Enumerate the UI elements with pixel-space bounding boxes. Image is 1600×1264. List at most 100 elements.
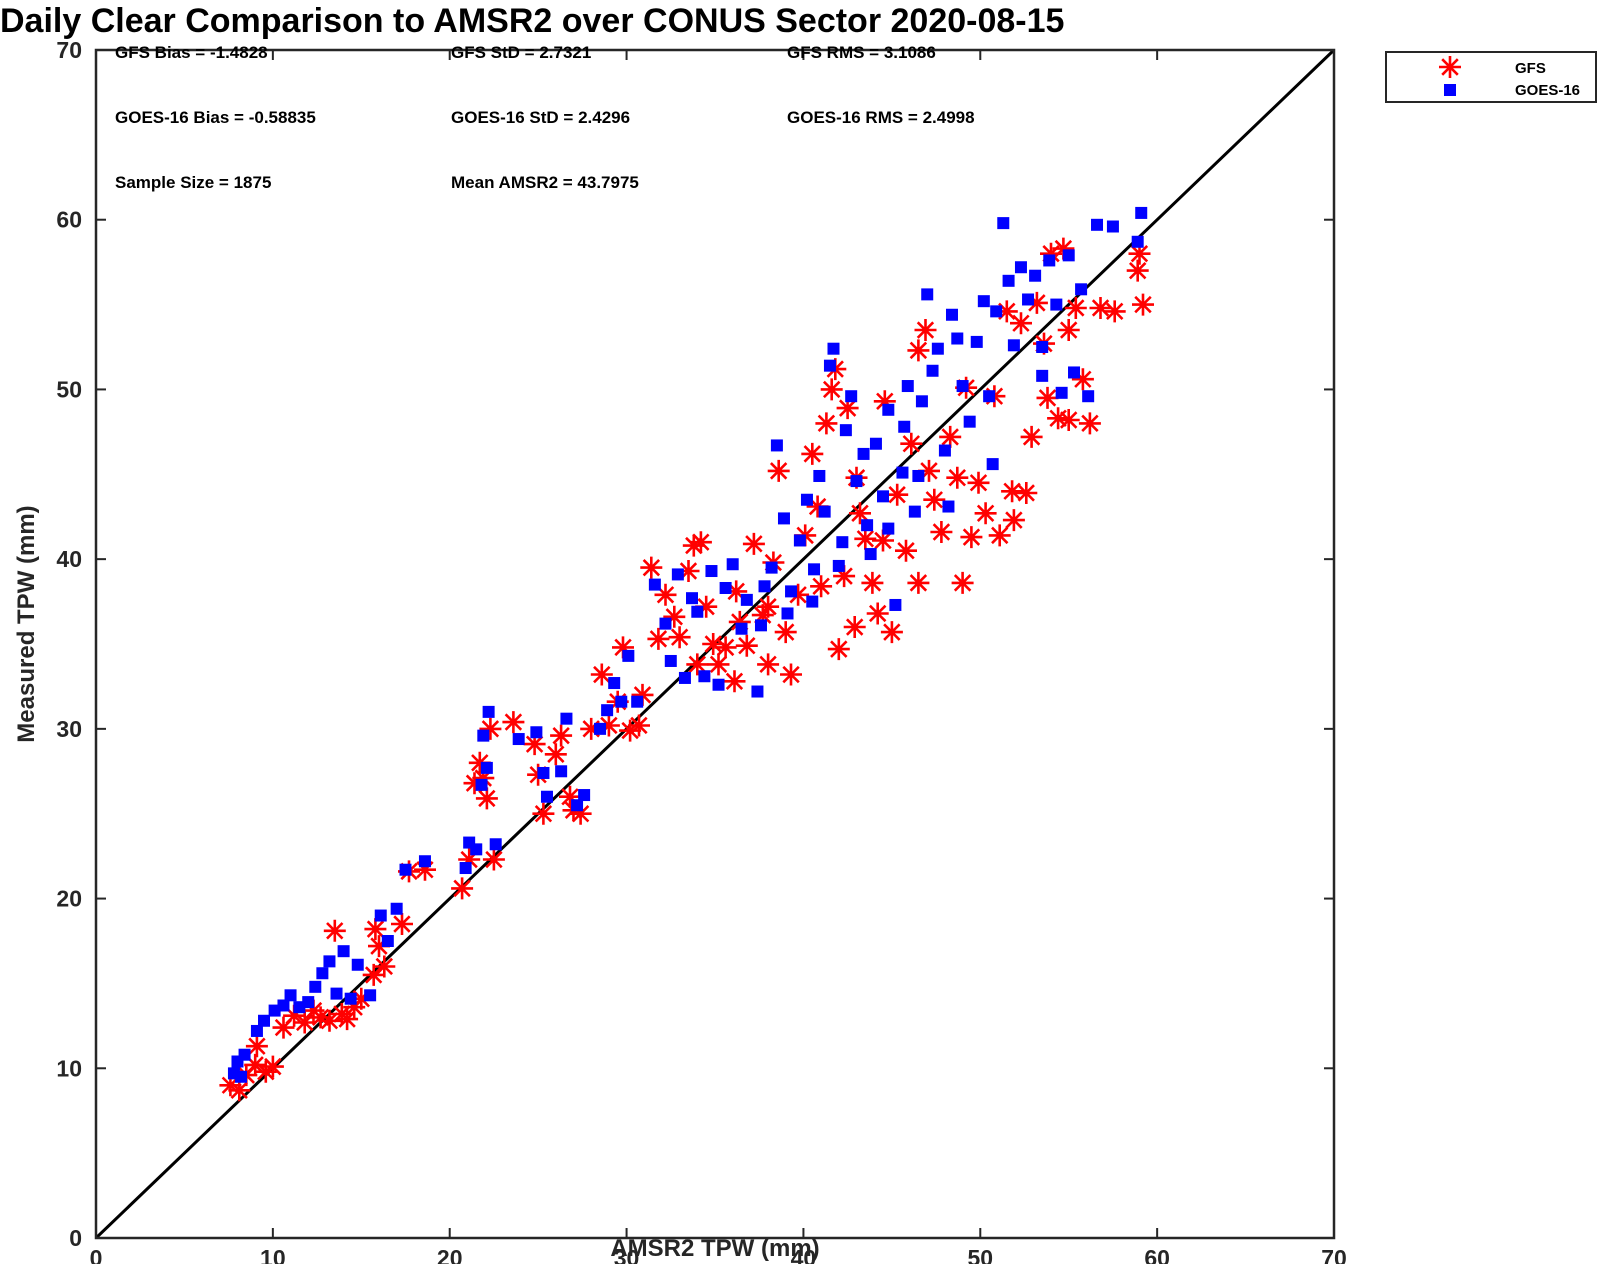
goes16-point (951, 332, 964, 345)
gfs-point (1025, 291, 1048, 314)
gfs-point (974, 502, 997, 525)
legend-goes16-marker (1444, 84, 1456, 96)
gfs-point (806, 495, 829, 518)
goes16-point (1036, 341, 1049, 353)
goes16-point (869, 437, 882, 450)
gfs-point (1057, 319, 1080, 341)
gfs-point (472, 767, 495, 790)
x-tick-label: 40 (791, 1245, 817, 1264)
goes16-point (921, 288, 934, 301)
gfs-point (1071, 368, 1094, 391)
y-tick-label: 20 (56, 886, 82, 912)
gfs-point (1052, 237, 1075, 260)
goes16-point (963, 415, 976, 428)
goes16-point (770, 439, 783, 452)
gfs-point (569, 802, 592, 825)
gfs-point (702, 633, 725, 655)
gfs-point (1128, 242, 1151, 265)
gfs-point (628, 714, 650, 737)
gfs-point (880, 621, 903, 644)
stats-annotations: GFS Bias = -1.4828 GFS StD = 2.7321 GFS RM… (115, 43, 975, 192)
gfs-point (900, 432, 923, 455)
gfs-point (1047, 407, 1070, 430)
gfs-point (833, 565, 856, 588)
gfs-point (1103, 300, 1126, 323)
goes16-point (896, 466, 909, 479)
goes16-point (1050, 298, 1063, 311)
goes16-point (931, 342, 944, 355)
gfs-point (801, 442, 824, 465)
goes16-point (977, 295, 990, 308)
goes16-point (1014, 261, 1027, 274)
gfs-point (364, 918, 387, 941)
gfs-point (228, 1079, 251, 1102)
gfs-point (695, 595, 718, 618)
gfs-point (261, 1055, 284, 1078)
legend-gfs-asterisk (1439, 56, 1461, 78)
stat-annotation: GOES-16 StD = 2.4296 (451, 108, 630, 127)
gfs-point (647, 627, 670, 650)
gfs-point (580, 717, 603, 740)
gfs-point (414, 858, 436, 881)
goes16-point (1036, 369, 1049, 382)
goes16-point (970, 335, 983, 348)
gfs-point (895, 539, 917, 562)
gfs-point (682, 534, 705, 557)
gfs-point (714, 636, 737, 659)
gfs-point (742, 532, 765, 555)
stat-annotation: GOES-16 RMS = 2.4998 (787, 108, 975, 127)
goes16-point (381, 935, 394, 947)
gfs-point (1089, 297, 1112, 319)
goes16-point (808, 563, 821, 576)
goes16-point (1068, 366, 1081, 379)
gfs-point (960, 526, 983, 549)
y-tick-label: 40 (56, 546, 82, 572)
gfs-point (861, 571, 884, 594)
y-axis-label: Measured TPW (mm) (13, 505, 40, 742)
x-tick-label: 30 (614, 1245, 640, 1264)
goes16-point (459, 862, 472, 875)
goes16-point (926, 364, 939, 377)
gfs-point (663, 605, 686, 628)
goes16-series (227, 206, 1148, 1083)
goes16-point (364, 989, 377, 1002)
goes16-point (594, 722, 607, 735)
goes16-point (857, 447, 870, 460)
goes16-point (1007, 339, 1020, 352)
goes16-point (1029, 269, 1042, 282)
goes16-point (827, 342, 840, 355)
gfs-point (725, 580, 748, 603)
gfs-point (1132, 293, 1154, 316)
goes16-point (882, 522, 895, 535)
goes16-point (785, 585, 798, 598)
x-tick-label: 0 (90, 1245, 103, 1264)
goes16-point (956, 380, 969, 393)
gfs-point (523, 733, 546, 756)
goes16-point (861, 519, 874, 532)
goes16-point (1082, 390, 1095, 403)
gfs-point (362, 963, 385, 986)
goes16-point (1075, 283, 1088, 296)
goes16-point (659, 617, 672, 630)
gfs-point (654, 583, 677, 606)
goes16-point (537, 766, 550, 779)
gfs-point (612, 636, 634, 659)
gfs-point (219, 1074, 242, 1097)
goes16-point (648, 578, 661, 591)
gfs-point (686, 653, 709, 676)
gfs-point (619, 719, 642, 742)
goes16-point (664, 654, 677, 667)
gfs-point (951, 571, 974, 594)
gfs-point (751, 604, 774, 627)
goes16-point (691, 605, 704, 618)
gfs-point (1040, 242, 1062, 265)
y-tick-label: 50 (56, 376, 82, 402)
gfs-point (458, 848, 481, 871)
goes16-point (470, 843, 483, 856)
goes16-point (235, 1070, 248, 1083)
gfs-point (451, 877, 474, 900)
goes16-point (1135, 206, 1148, 219)
goes16-point (942, 500, 955, 513)
gfs-point (728, 610, 751, 633)
gfs-point (283, 1004, 306, 1027)
